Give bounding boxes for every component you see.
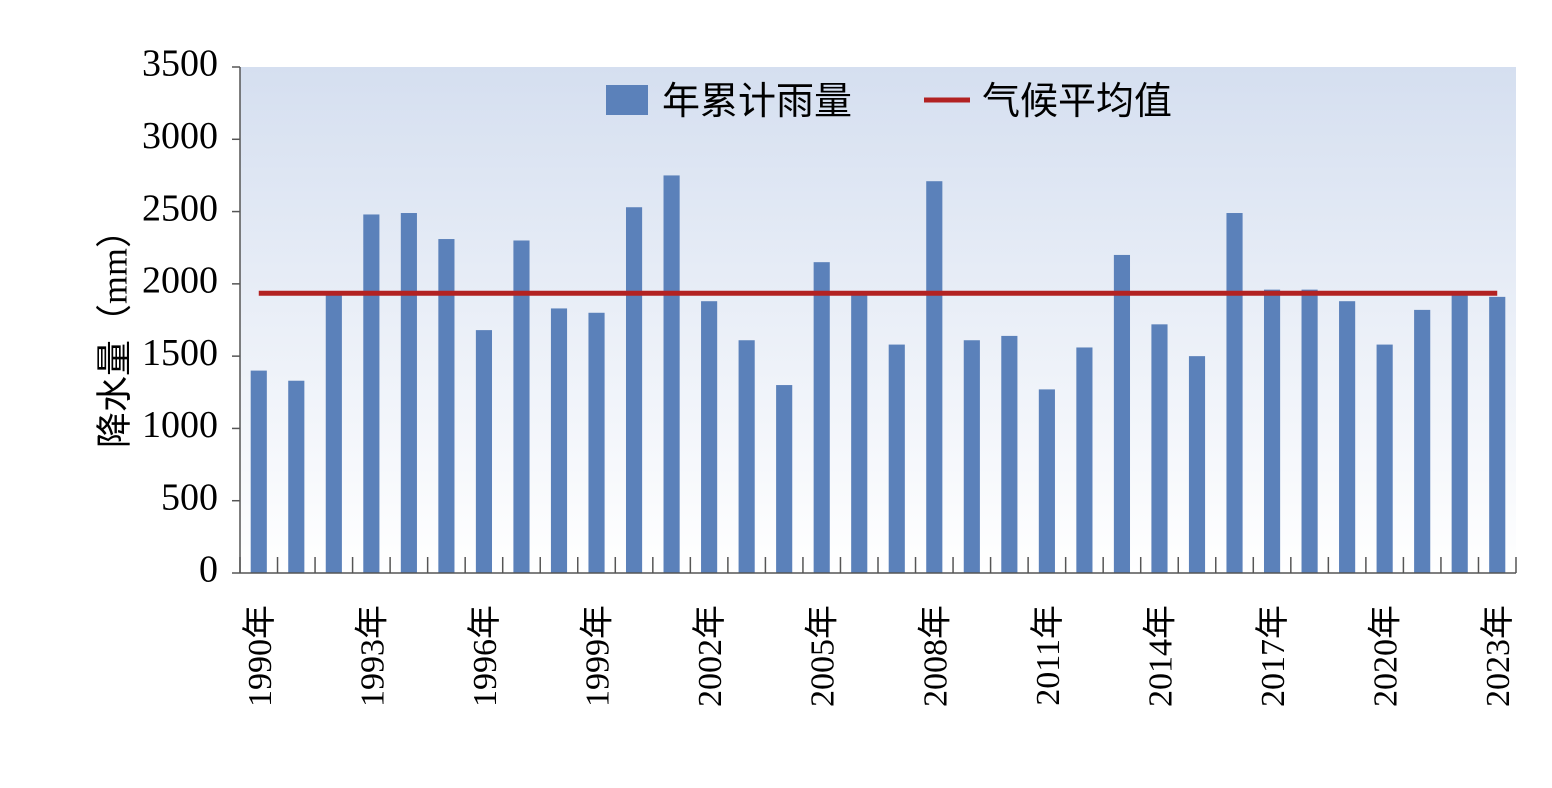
bar-2021年 [1414,309,1431,573]
y-axis-title: 降水量（mm） [94,212,134,448]
legend-bar-swatch [606,85,648,115]
x-tick-label: 1990年 [241,605,279,707]
bar-1997年 [513,240,530,573]
x-tick-label: 1999年 [579,605,617,707]
bar-2008年 [926,181,943,573]
bar-2010年 [1001,335,1018,573]
bar-2022年 [1451,291,1468,573]
y-tick-label: 2000 [142,260,218,302]
bar-2005年 [813,262,830,573]
plot-background [240,67,1516,573]
y-tick-label: 3000 [142,115,218,157]
bar-2014年 [1151,324,1168,573]
bar-2012年 [1076,347,1093,573]
bar-1996年 [475,330,493,573]
bar-2023年 [1489,296,1506,573]
legend: 年累计雨量 气候平均值 [606,81,1172,123]
x-tick-label: 1996年 [466,605,504,707]
bar-2001年 [663,175,680,573]
bar-2000年 [625,207,643,573]
bar-2017年 [1263,289,1281,573]
x-axis-ticks [239,557,1517,573]
x-tick-label: 2011年 [1029,605,1067,706]
x-tick-label: 2014年 [1141,605,1179,707]
y-tick-label: 1000 [142,404,218,446]
bar-1998年 [550,308,568,573]
x-axis-labels: 1990年 1993年 1996年 1999年 2002年 2005年 2008年 2011年… [241,605,1517,707]
x-tick-label: 2020年 [1367,605,1405,707]
bar-1991年 [288,380,305,573]
bar-1993年 [363,214,380,573]
bar-2018年 [1301,289,1318,573]
bar-1999年 [588,312,605,573]
bar-2020年 [1376,344,1393,573]
bar-2003年 [738,340,755,573]
x-tick-label: 2005年 [804,605,842,707]
bar-1995年 [438,239,455,574]
x-tick-label: 2023年 [1479,605,1517,707]
bar-1992年 [325,291,342,573]
x-tick-label: 2017年 [1254,605,1292,707]
y-tick-label: 500 [161,476,218,518]
bar-2011年 [1038,389,1055,573]
y-tick-label: 1500 [142,332,218,374]
legend-line-label: 气候平均值 [982,81,1172,123]
bar-2015年 [1188,356,1206,573]
bar-2004年 [776,385,793,573]
y-axis-ticks: 0 500 1000 1500 2000 2500 3000 3500 [142,43,240,591]
x-tick-label: 2002年 [691,605,729,707]
bars-group [250,175,1506,574]
x-tick-label: 1993年 [353,605,391,707]
bar-2016年 [1226,213,1243,573]
bar-2002年 [701,301,718,573]
bar-2009年 [963,340,980,573]
x-tick-label: 2008年 [916,605,954,707]
bar-2013年 [1113,254,1131,573]
bar-2007年 [888,344,905,573]
legend-bar-label: 年累计雨量 [662,81,852,123]
y-tick-label: 3500 [142,43,218,85]
bar-1994年 [400,213,417,573]
y-tick-label: 2500 [142,187,218,229]
bar-1990年 [250,370,267,573]
y-tick-label: 0 [199,549,218,591]
bar-2006年 [851,292,868,573]
bar-2019年 [1339,301,1356,573]
